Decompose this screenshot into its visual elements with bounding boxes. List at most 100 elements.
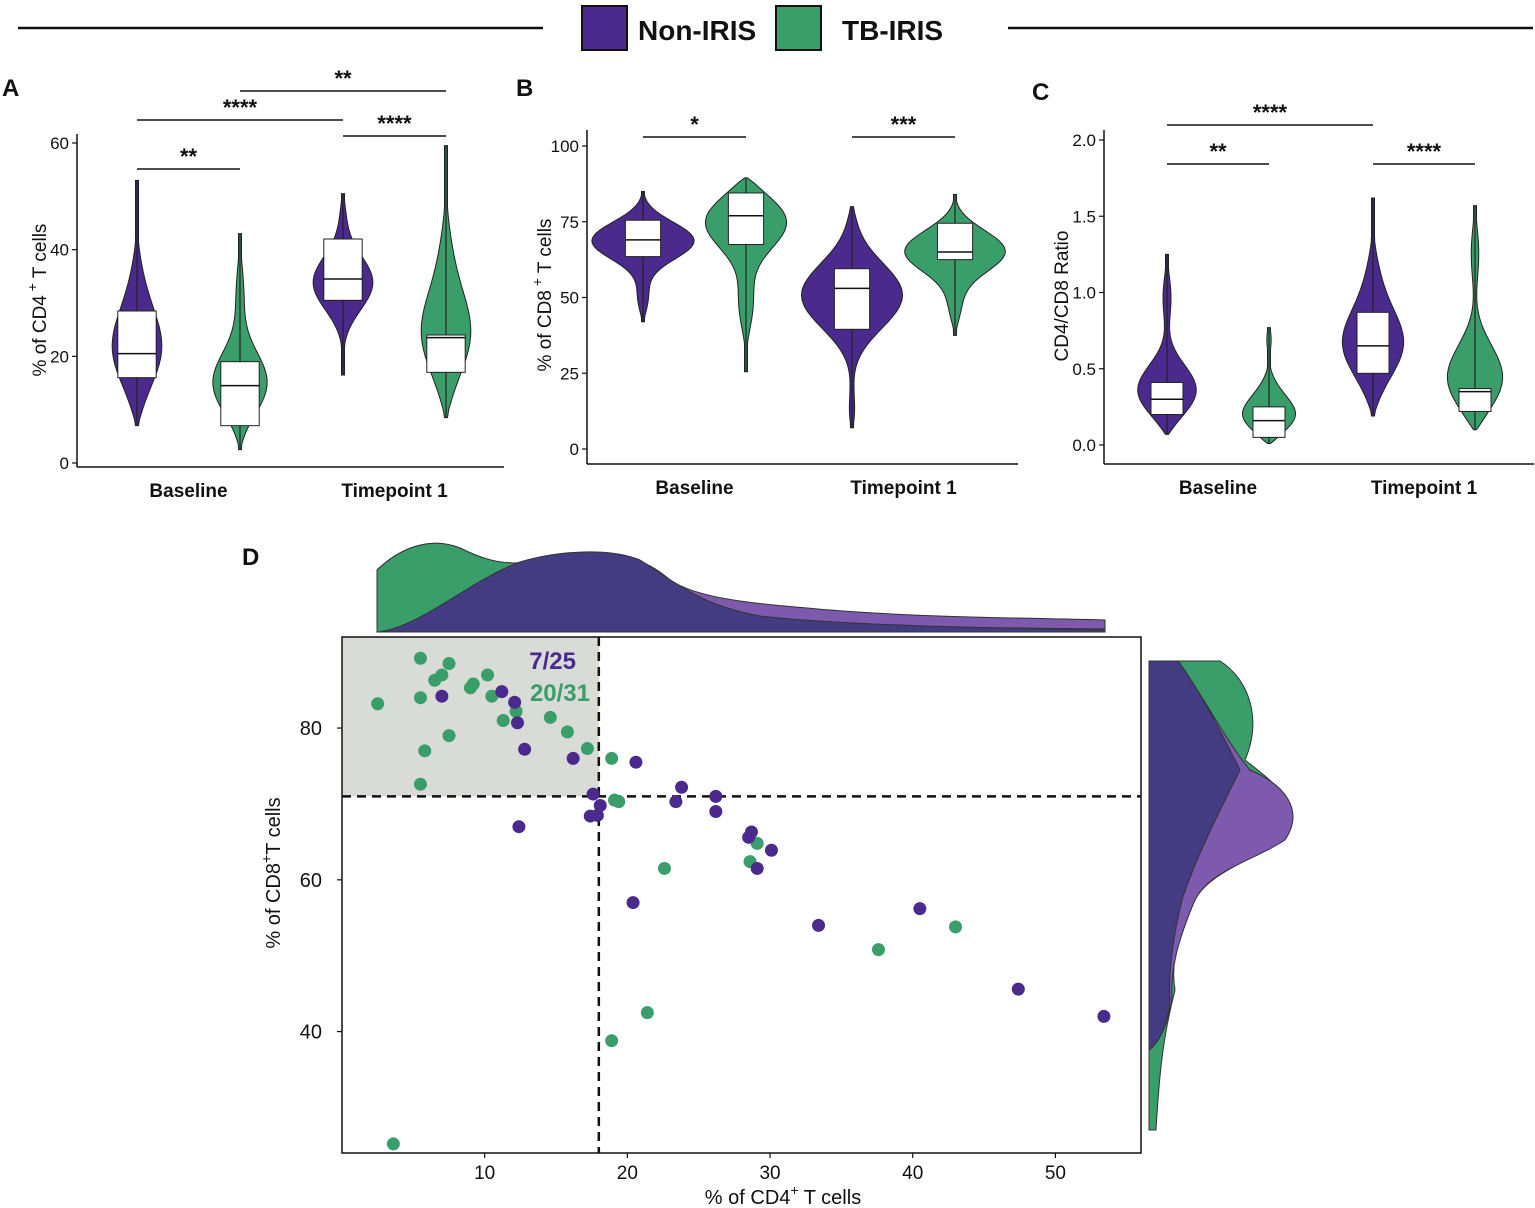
scatter-point-non-iris xyxy=(913,902,927,916)
legend: Non-IRIS TB-IRIS xyxy=(581,5,943,51)
scatter-point-tb-iris xyxy=(413,691,427,705)
panel-letter-c: C xyxy=(1032,79,1049,106)
x-tick-label: 50 xyxy=(1045,1163,1066,1184)
scatter-point-non-iris xyxy=(675,780,689,794)
y-tick-label: 80 xyxy=(300,718,322,740)
y-axis-label-tail: T cells xyxy=(30,224,51,284)
scatter-point-tb-iris xyxy=(640,1006,654,1020)
x-axis-label-tail: T cells xyxy=(799,1187,862,1208)
significance-label: *** xyxy=(891,112,917,137)
scatter-point-tb-iris xyxy=(435,668,449,682)
y-axis-label-main: % of CD4 xyxy=(30,295,51,377)
y-tick-label: 0.5 xyxy=(1072,360,1096,379)
scatter-point-tb-iris xyxy=(560,725,574,739)
y-tick-label: 40 xyxy=(50,241,69,260)
scatter-point-non-iris xyxy=(750,861,764,875)
y-tick-label: 40 xyxy=(300,1022,322,1044)
scatter-point-non-iris xyxy=(669,795,683,809)
scatter-point-non-iris xyxy=(593,798,607,812)
scatter-point-tb-iris xyxy=(481,668,495,682)
scatter-point-tb-iris xyxy=(442,729,456,743)
x-tick-label: 10 xyxy=(474,1163,495,1184)
significance-label: ** xyxy=(1209,139,1227,164)
box-iqr xyxy=(727,192,765,245)
scatter-point-non-iris xyxy=(1011,982,1025,996)
significance-label: * xyxy=(690,112,699,137)
y-tick-label: 2.0 xyxy=(1072,131,1096,150)
top-density-non-iris xyxy=(376,551,1106,633)
x-tick-label: 30 xyxy=(759,1163,780,1184)
box-iqr xyxy=(1252,406,1286,438)
box-iqr xyxy=(323,238,363,301)
scatter-point-non-iris xyxy=(510,716,524,730)
scatter-point-non-iris xyxy=(1097,1009,1111,1023)
scatter-point-non-iris xyxy=(508,695,522,709)
x-category-label: Baseline xyxy=(1179,478,1257,499)
x-axis-label-sup: + xyxy=(790,1182,798,1198)
y-tick-label: 50 xyxy=(560,289,579,308)
legend-swatch-tb-iris xyxy=(775,5,822,51)
scatter-point-tb-iris xyxy=(612,795,626,809)
scatter-point-tb-iris xyxy=(580,742,594,756)
plot-frame xyxy=(341,636,1142,1154)
significance-label: **** xyxy=(1253,100,1288,125)
y-tick-label: 60 xyxy=(300,870,322,892)
y-tick-label: 25 xyxy=(560,364,579,383)
x-tick-label: 20 xyxy=(617,1163,638,1184)
scatter-point-tb-iris xyxy=(485,689,499,703)
significance-label: ** xyxy=(180,144,198,169)
significance-label: **** xyxy=(1407,139,1442,164)
y-axis-label-sup: + xyxy=(258,855,274,863)
y-axis-label-tail: T cells xyxy=(535,219,556,279)
y-tick-label: 20 xyxy=(50,347,69,366)
y-axis-label-main: % of CD8 xyxy=(263,863,285,949)
scatter-point-tb-iris xyxy=(386,1137,400,1151)
legend-label-non-iris: Non-IRIS xyxy=(638,15,756,46)
panel-letter-a: A xyxy=(2,75,19,102)
y-tick-label: 60 xyxy=(50,134,69,153)
scatter-point-tb-iris xyxy=(949,920,963,934)
box-iqr xyxy=(624,219,662,258)
y-axis-label: % of CD4 + T cells xyxy=(24,224,51,377)
scatter-point-non-iris xyxy=(518,742,532,756)
box-iqr xyxy=(833,268,871,330)
scatter-point-tb-iris xyxy=(605,751,619,765)
scatter-point-non-iris xyxy=(709,789,723,803)
significance-label: ** xyxy=(334,66,352,91)
violin-panel-a: 0 20 40 60 % of CD4 + T cells Baseline Timepoi… xyxy=(24,66,504,502)
y-tick-label: 0.0 xyxy=(1072,436,1096,455)
x-tick-label: 40 xyxy=(902,1163,923,1184)
scatter-point-non-iris xyxy=(629,755,643,769)
significance-label: **** xyxy=(223,95,258,120)
violin-panel-b: 0 25 50 75 100 % of CD8 + T cells Baseline Time… xyxy=(529,112,1018,499)
y-tick-label: 75 xyxy=(560,213,579,232)
box-iqr xyxy=(1150,381,1184,416)
box-iqr xyxy=(117,310,157,379)
scatter-point-tb-iris xyxy=(371,697,385,711)
y-tick-label: 1.0 xyxy=(1072,284,1096,303)
scatter-point-tb-iris xyxy=(657,861,671,875)
box-iqr xyxy=(426,334,466,373)
scatter-point-tb-iris xyxy=(413,651,427,665)
x-category-label: Timepoint 1 xyxy=(850,478,957,499)
scatter-point-tb-iris xyxy=(605,1034,619,1048)
x-category-label: Timepoint 1 xyxy=(1371,478,1478,499)
y-tick-label: 0 xyxy=(60,454,69,473)
legend-swatch-non-iris xyxy=(581,5,628,51)
scatter-point-non-iris xyxy=(626,896,640,910)
y-axis-label-tail: T cells xyxy=(263,797,285,854)
scatter-point-tb-iris xyxy=(418,744,432,758)
scatter-point-tb-iris xyxy=(543,710,557,724)
y-tick-label: 1.5 xyxy=(1072,207,1096,226)
quadrant-count-tb-iris: 20/31 xyxy=(530,680,590,707)
y-tick-label: 0 xyxy=(570,440,579,459)
scatter-point-tb-iris xyxy=(466,677,480,691)
right-density-non-iris xyxy=(1148,660,1241,1052)
scatter-point-tb-iris xyxy=(413,777,427,791)
scatter-point-non-iris xyxy=(435,689,449,703)
x-category-label: Baseline xyxy=(655,478,733,499)
box-iqr xyxy=(220,361,260,427)
y-tick-label: 100 xyxy=(551,137,579,156)
box-iqr xyxy=(1356,311,1390,374)
